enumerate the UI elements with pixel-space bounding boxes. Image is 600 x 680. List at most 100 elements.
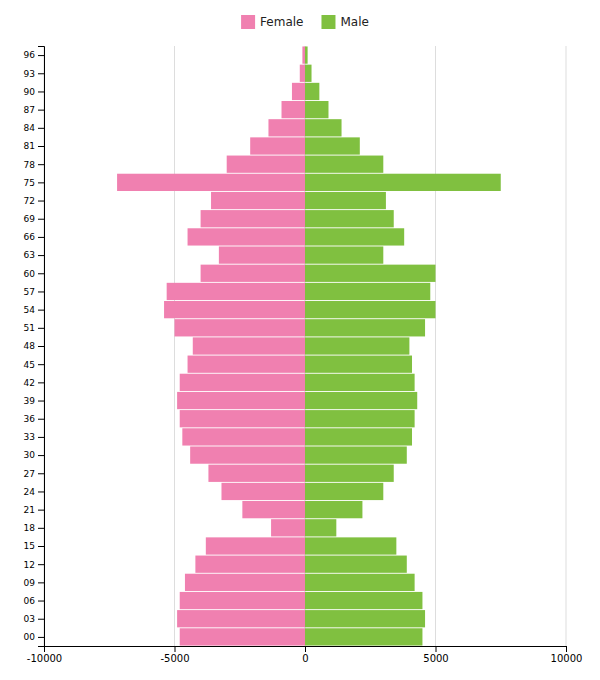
tick-label: 39 <box>24 396 36 406</box>
bar <box>305 174 501 191</box>
tick-label: 30 <box>24 450 36 460</box>
tick-label: 66 <box>24 232 36 242</box>
bar <box>305 246 383 263</box>
tick-mark <box>38 510 44 511</box>
tick-label: 18 <box>24 523 36 533</box>
grid-line <box>435 46 436 646</box>
tick: 09 <box>24 578 44 588</box>
tick-mark <box>436 646 437 652</box>
bar <box>250 137 305 154</box>
bar <box>305 483 383 500</box>
tick: 75 <box>24 178 44 188</box>
tick-mark <box>38 419 44 420</box>
bar <box>305 428 412 445</box>
bar <box>305 610 425 627</box>
tick-label: 48 <box>24 341 36 351</box>
tick-label: 0 <box>302 653 308 664</box>
tick-label: 06 <box>24 596 36 606</box>
tick-label: 60 <box>24 269 36 279</box>
bar <box>305 628 422 645</box>
tick-label: 33 <box>24 432 35 442</box>
tick-label: 84 <box>24 123 36 133</box>
bar <box>305 356 412 373</box>
bar <box>302 46 305 63</box>
bar <box>201 265 305 282</box>
tick-mark <box>38 473 44 474</box>
legend-label: Female <box>260 15 303 29</box>
bar <box>219 246 305 263</box>
tick: -5000 <box>160 646 189 664</box>
tick-mark <box>566 646 567 652</box>
bar <box>305 374 415 391</box>
tick: 90 <box>24 87 44 97</box>
tick-mark <box>38 291 44 292</box>
tick-label: 24 <box>24 487 36 497</box>
bar <box>305 265 436 282</box>
tick-mark <box>38 619 44 620</box>
tick-mark <box>38 328 44 329</box>
tick: 48 <box>24 341 44 351</box>
tick: 18 <box>24 523 44 533</box>
tick: 72 <box>24 196 44 206</box>
tick: 93 <box>24 69 44 79</box>
tick-label: 78 <box>24 160 36 170</box>
grid-line <box>174 46 175 646</box>
bar <box>208 465 305 482</box>
value-axis: -10000 -5000 0 5000 10000 <box>27 646 583 664</box>
tick-label: 36 <box>24 414 36 424</box>
tick-mark <box>38 364 44 365</box>
legend-label: Male <box>340 15 368 29</box>
tick-label: -10000 <box>27 653 62 664</box>
tick-mark <box>38 201 44 202</box>
tick: 51 <box>24 323 44 333</box>
tick: 78 <box>24 160 44 170</box>
bar <box>305 65 312 82</box>
tick-mark <box>38 110 44 111</box>
tick-label: 03 <box>24 614 35 624</box>
tick-mark <box>38 55 44 56</box>
tick-mark <box>38 382 44 383</box>
bar <box>305 592 422 609</box>
tick-label: 96 <box>24 50 36 60</box>
bar <box>190 446 305 463</box>
tick-mark <box>38 73 44 74</box>
axis-line <box>45 647 567 653</box>
bar <box>305 119 342 136</box>
tick-mark <box>38 146 44 147</box>
bar <box>305 192 386 209</box>
tick: 00 <box>24 632 44 642</box>
tick: 33 <box>24 432 44 442</box>
grid <box>44 46 566 646</box>
bar <box>188 356 305 373</box>
bar <box>221 483 305 500</box>
bar <box>180 628 305 645</box>
tick: 12 <box>24 560 44 570</box>
legend-swatch <box>241 15 255 29</box>
tick-label: 00 <box>24 632 36 642</box>
tick-label: 5000 <box>423 653 448 664</box>
grid-line <box>566 46 567 646</box>
bar <box>268 119 305 136</box>
tick-mark <box>38 582 44 583</box>
tick-label: 72 <box>24 196 35 206</box>
tick-label: 90 <box>24 87 36 97</box>
tick-label: 10000 <box>551 653 583 664</box>
bar <box>300 65 305 82</box>
tick-mark <box>38 346 44 347</box>
bar <box>305 446 407 463</box>
bar <box>305 519 336 536</box>
tick: 81 <box>24 141 44 151</box>
tick-mark <box>38 310 44 311</box>
bar <box>305 301 436 318</box>
bar <box>185 574 305 591</box>
tick: 54 <box>24 305 44 315</box>
tick-mark <box>38 401 44 402</box>
tick: 5000 <box>423 646 448 664</box>
tick: 36 <box>24 414 44 424</box>
tick: 30 <box>24 450 44 460</box>
tick-label: 45 <box>24 360 35 370</box>
bar <box>305 283 430 300</box>
bar <box>305 46 308 63</box>
tick-mark <box>38 182 44 183</box>
tick-mark <box>38 91 44 92</box>
